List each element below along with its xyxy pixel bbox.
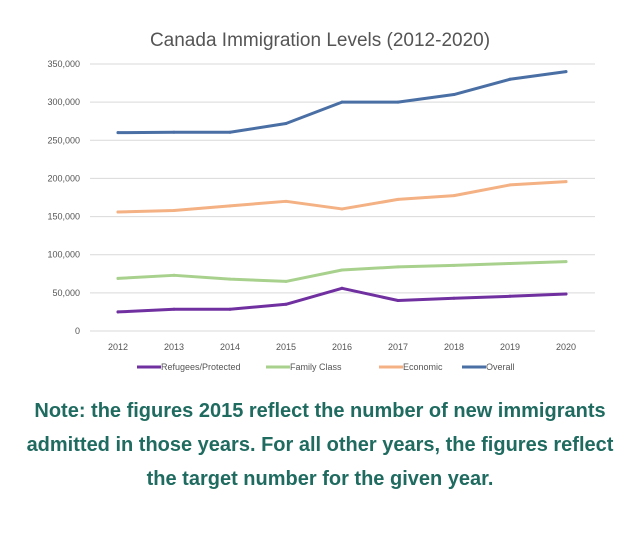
legend-item: Family Class (266, 362, 342, 372)
data-point (116, 276, 120, 280)
data-point (228, 130, 232, 134)
data-point (564, 180, 568, 184)
series-lines (116, 70, 568, 314)
y-tick-label: 100,000 (47, 250, 80, 260)
data-point (396, 265, 400, 269)
data-point (508, 261, 512, 265)
y-tick-label: 350,000 (47, 59, 80, 69)
data-point (452, 263, 456, 267)
data-point (340, 268, 344, 272)
x-tick-label: 2013 (164, 342, 184, 352)
y-tick-label: 250,000 (47, 135, 80, 145)
x-tick-label: 2017 (388, 342, 408, 352)
x-tick-label: 2020 (556, 342, 576, 352)
data-point (508, 294, 512, 298)
data-point (172, 130, 176, 134)
data-point (116, 310, 120, 314)
x-axis-ticks: 2012 2013 2014 2015 2016 2017 2018 2019 2020 (108, 342, 576, 352)
legend-label: Overall (486, 362, 515, 372)
grid (90, 63, 595, 332)
data-point (172, 307, 176, 311)
data-point (284, 279, 288, 283)
data-point (452, 194, 456, 198)
legend-item: Overall (462, 362, 515, 372)
data-point (340, 286, 344, 290)
chart-title: Canada Immigration Levels (2012-2020) (150, 30, 490, 51)
data-point (116, 131, 120, 135)
data-point (396, 197, 400, 201)
data-point (284, 302, 288, 306)
data-point (228, 277, 232, 281)
data-point (228, 204, 232, 208)
x-tick-label: 2012 (108, 342, 128, 352)
legend-label: Family Class (290, 362, 342, 372)
data-point (116, 210, 120, 214)
data-point (284, 122, 288, 126)
legend-item: Economic (379, 362, 443, 372)
data-point (564, 292, 568, 296)
data-point (284, 199, 288, 203)
x-tick-label: 2016 (332, 342, 352, 352)
data-point (172, 208, 176, 212)
y-tick-label: 150,000 (47, 212, 80, 222)
x-tick-label: 2019 (500, 342, 520, 352)
data-point (228, 307, 232, 311)
legend-label: Economic (403, 362, 443, 372)
data-point (396, 298, 400, 302)
note-text: Note: the figures 2015 reflect the numbe… (26, 400, 614, 490)
y-axis-ticks: 0 50,000 100,000 150,000 200,000 250,000 300,0… (47, 59, 80, 336)
data-point (508, 183, 512, 187)
legend-item: Refugees/Protected (137, 362, 241, 372)
data-point (564, 260, 568, 264)
line-chart: Canada Immigration Levels (2012-2020) 0 5… (47, 30, 595, 372)
data-point (340, 100, 344, 104)
legend-label: Refugees/Protected (161, 362, 241, 372)
data-point (340, 207, 344, 211)
data-point (452, 93, 456, 97)
legend: Refugees/Protected Family Class Economic Ov… (137, 362, 515, 372)
x-tick-label: 2014 (220, 342, 240, 352)
series-line (116, 260, 568, 283)
y-tick-label: 0 (75, 326, 80, 336)
data-point (452, 296, 456, 300)
series-line (116, 180, 568, 214)
y-tick-label: 200,000 (47, 173, 80, 183)
y-tick-label: 50,000 (52, 288, 80, 298)
x-tick-label: 2018 (444, 342, 464, 352)
data-point (508, 77, 512, 81)
series-line (116, 286, 568, 314)
data-point (172, 273, 176, 277)
x-tick-label: 2015 (276, 342, 296, 352)
data-point (396, 100, 400, 104)
data-point (564, 70, 568, 74)
y-tick-label: 300,000 (47, 97, 80, 107)
